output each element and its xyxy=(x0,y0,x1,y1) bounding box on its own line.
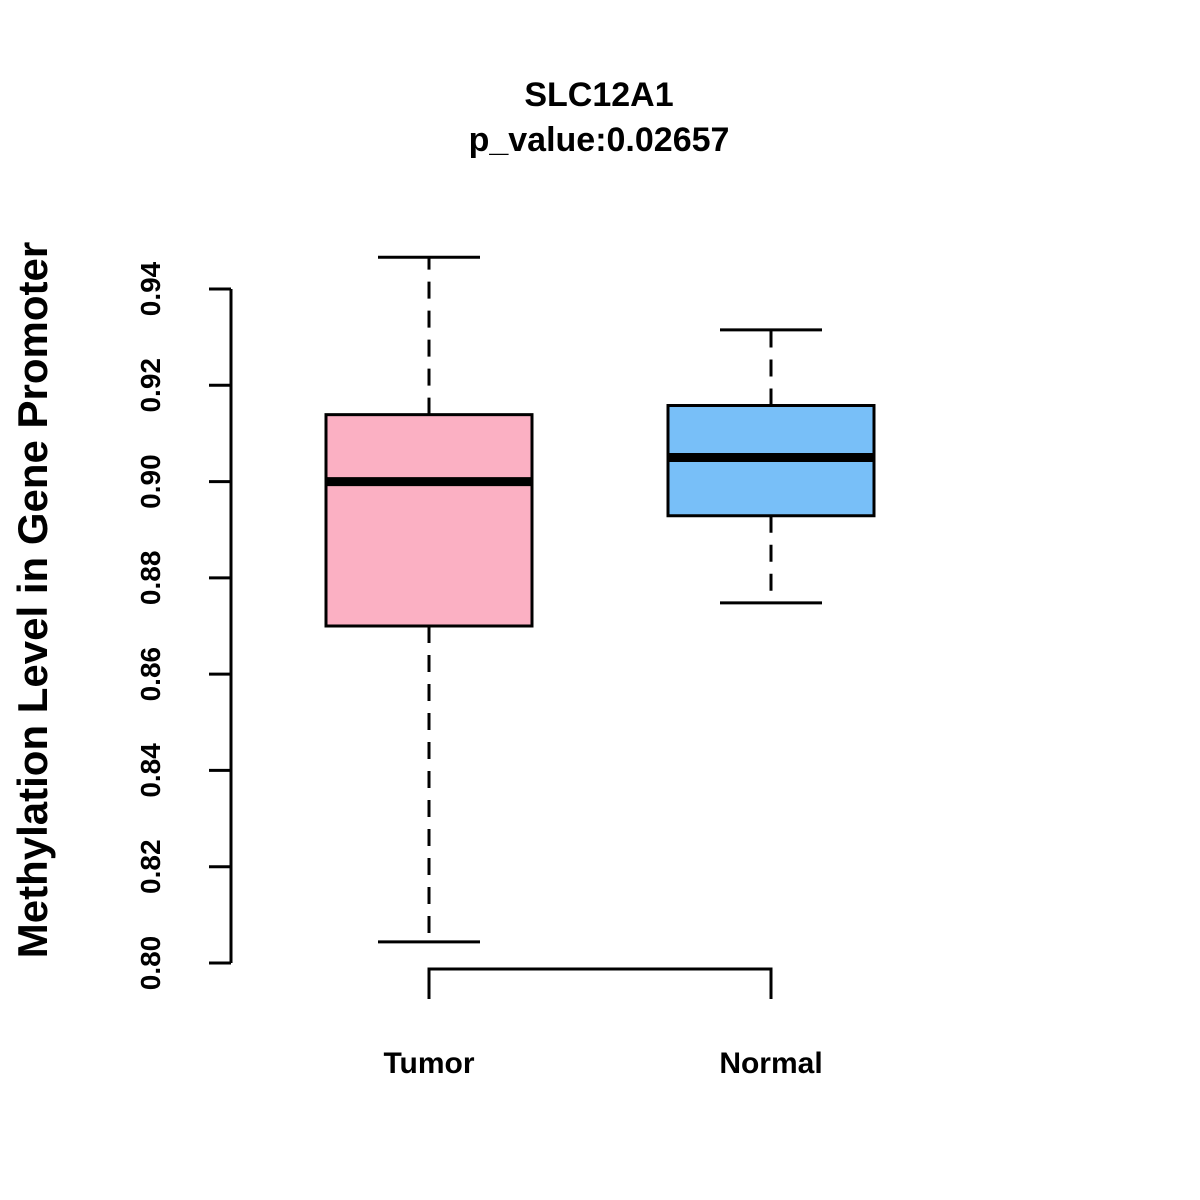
significance-bracket xyxy=(427,967,773,999)
y-tick-label: 0.82 xyxy=(135,839,166,894)
y-axis: 0.80 0.82 0.84 0.86 0.88 0.90 0.92 0.94 xyxy=(135,261,233,991)
y-axis-label: Methylation Level in Gene Promoter xyxy=(9,242,56,958)
y-tick-label: 0.86 xyxy=(135,647,166,702)
y-tick-label: 0.90 xyxy=(135,454,166,509)
boxes-group xyxy=(324,255,876,944)
bracket-line xyxy=(427,967,773,999)
x-label-tumor: Tumor xyxy=(383,1047,474,1080)
y-tick-label: 0.92 xyxy=(135,358,166,413)
y-tick-label: 0.88 xyxy=(135,551,166,606)
x-axis-labels: Tumor Normal xyxy=(383,1047,822,1080)
y-tick-label: 0.94 xyxy=(135,261,166,316)
x-label-normal: Normal xyxy=(719,1047,822,1080)
chart-subtitle: p_value:0.02657 xyxy=(469,121,730,159)
box-tumor xyxy=(324,255,534,944)
y-tick-label: 0.84 xyxy=(135,743,166,798)
chart-title: SLC12A1 xyxy=(524,76,673,114)
box-normal xyxy=(666,328,876,605)
y-tick-label: 0.80 xyxy=(135,936,166,991)
iqr-box xyxy=(324,413,534,628)
